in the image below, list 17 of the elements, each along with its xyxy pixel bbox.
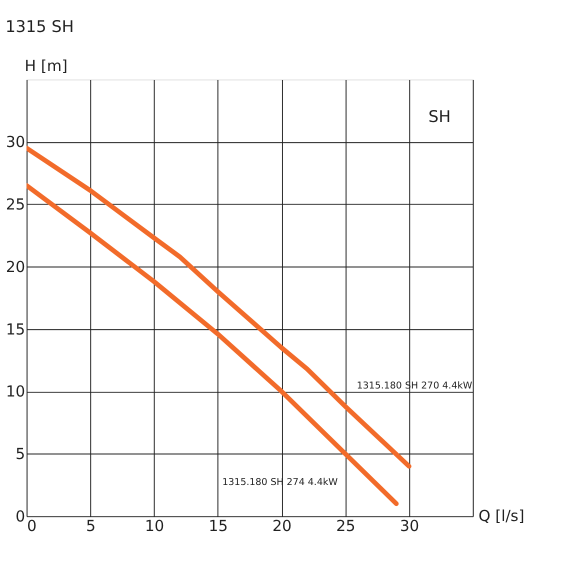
x-tick-label: 15 <box>208 516 228 535</box>
y-tick-label: 30 <box>6 133 26 152</box>
x-tick-label: 10 <box>144 516 164 535</box>
annotation: SH <box>428 107 451 126</box>
y-tick-label: 20 <box>6 258 26 276</box>
y-tick-label: 25 <box>6 195 26 214</box>
y-axis-title: H [m] <box>24 56 68 75</box>
x-tick-label: 25 <box>336 516 356 535</box>
y-tick-label: 10 <box>6 382 26 401</box>
x-tick-label: 20 <box>272 516 292 535</box>
y-tick-label: 5 <box>15 445 26 464</box>
x-tick-label: 30 <box>400 516 420 535</box>
y-tick-label: 15 <box>6 320 26 338</box>
x-axis-title: Q [l/s] <box>478 506 524 525</box>
chart-title: 1315 SH <box>5 16 74 36</box>
x-tick-label: 0 <box>27 516 37 535</box>
x-tick-label: 5 <box>86 516 96 535</box>
